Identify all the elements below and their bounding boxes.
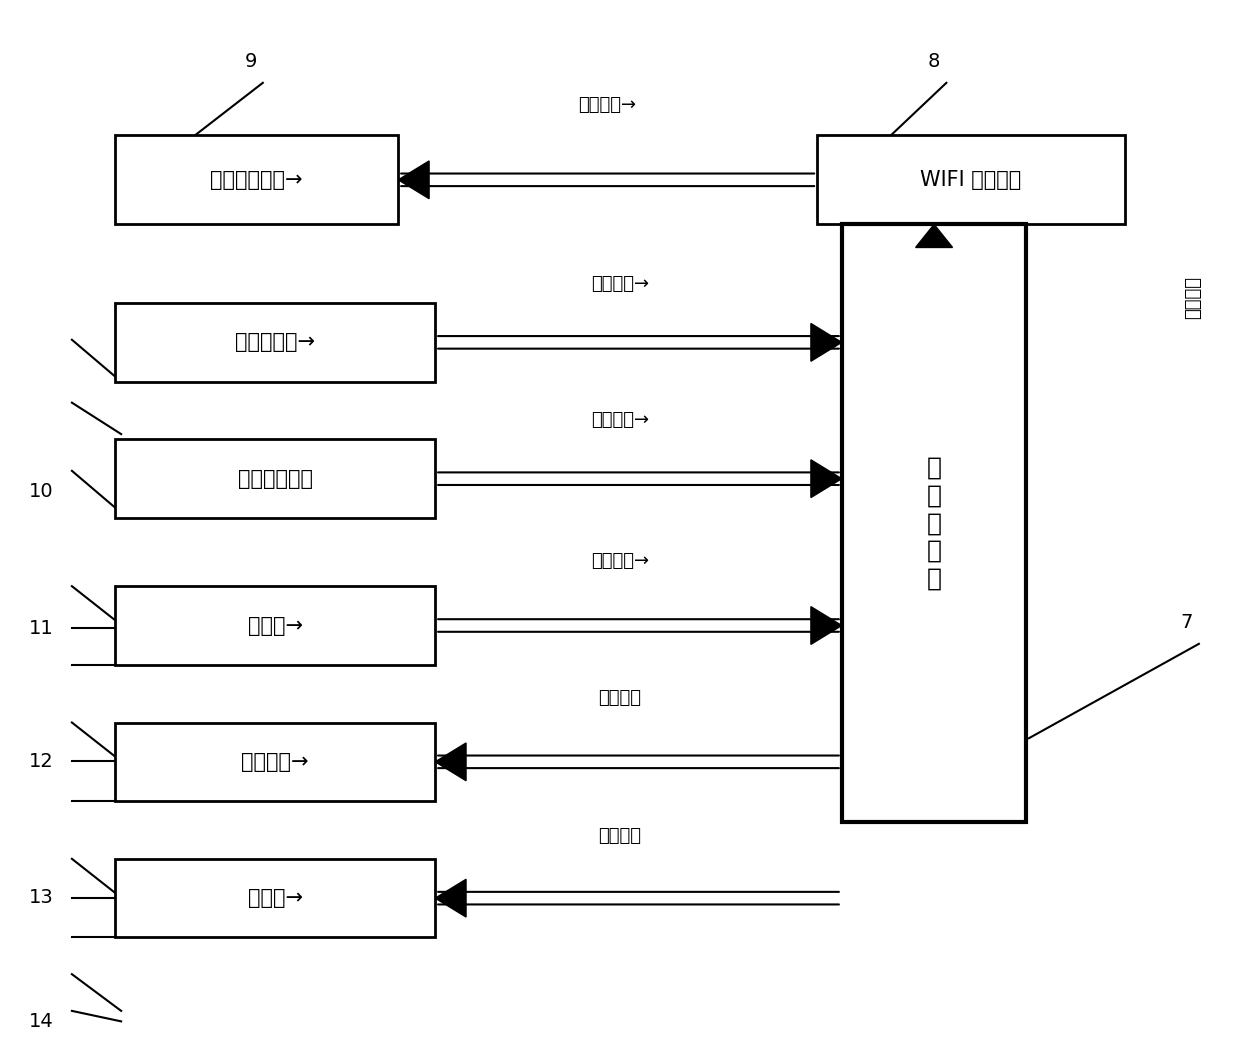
FancyBboxPatch shape xyxy=(842,224,1027,822)
Polygon shape xyxy=(435,743,466,781)
FancyBboxPatch shape xyxy=(115,859,435,938)
Text: 信号输入→: 信号输入→ xyxy=(591,553,649,571)
Text: 12: 12 xyxy=(29,752,53,771)
Polygon shape xyxy=(811,607,842,645)
Text: 信号输出: 信号输出 xyxy=(599,828,641,846)
Text: 7: 7 xyxy=(1180,613,1193,632)
Text: 蜂鸣器→: 蜂鸣器→ xyxy=(248,888,303,908)
FancyBboxPatch shape xyxy=(115,587,435,665)
Polygon shape xyxy=(811,460,842,498)
Text: 14: 14 xyxy=(29,1012,53,1031)
Text: 信号输入→: 信号输入→ xyxy=(591,275,649,293)
Text: 信号输入→: 信号输入→ xyxy=(591,411,649,429)
FancyBboxPatch shape xyxy=(817,135,1125,224)
Text: 11: 11 xyxy=(29,618,53,637)
Text: 温度传感器→: 温度传感器→ xyxy=(236,332,315,352)
FancyBboxPatch shape xyxy=(115,303,435,382)
Text: 降温模块→: 降温模块→ xyxy=(242,752,309,772)
Text: 信号输出: 信号输出 xyxy=(1184,276,1202,319)
Polygon shape xyxy=(915,224,952,247)
Text: 10: 10 xyxy=(29,482,53,501)
Text: 摄像头→: 摄像头→ xyxy=(248,615,303,635)
Polygon shape xyxy=(398,161,429,199)
Text: 13: 13 xyxy=(29,888,53,907)
FancyBboxPatch shape xyxy=(115,723,435,801)
Text: 9: 9 xyxy=(244,53,257,71)
Text: WIFI 通信模块: WIFI 通信模块 xyxy=(920,170,1022,190)
Text: 8: 8 xyxy=(928,53,940,71)
FancyBboxPatch shape xyxy=(115,440,435,518)
Text: 人体辐热传感: 人体辐热传感 xyxy=(238,468,312,488)
Text: 中
央
处
理
器: 中 央 处 理 器 xyxy=(926,456,941,591)
Text: 移动通信终端→: 移动通信终端→ xyxy=(211,170,303,190)
FancyBboxPatch shape xyxy=(115,135,398,224)
Polygon shape xyxy=(811,323,842,361)
Polygon shape xyxy=(435,879,466,917)
Text: 报警信号→: 报警信号→ xyxy=(579,96,637,114)
Text: 信号输出: 信号输出 xyxy=(599,689,641,707)
